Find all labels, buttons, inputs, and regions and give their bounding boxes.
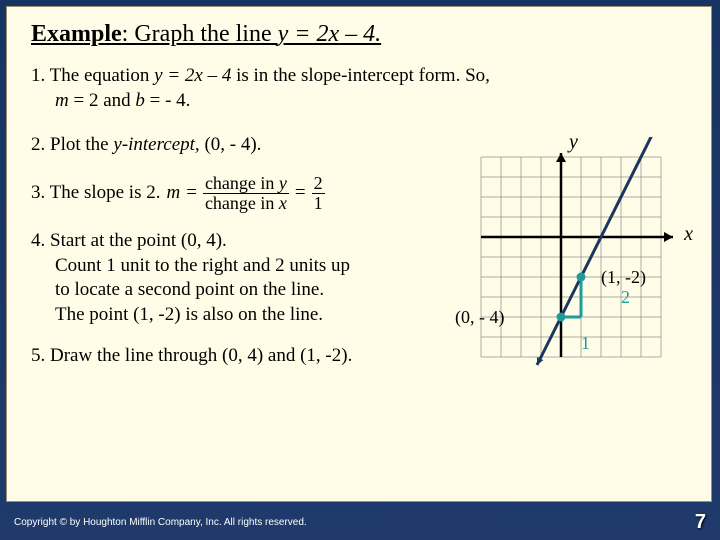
s1form: slope-intercept form. <box>301 65 460 86</box>
frac2-den: 1 <box>312 194 325 213</box>
copyright-text: Copyright © by Houghton Mifflin Company,… <box>14 517 307 528</box>
s1b: is in the <box>231 65 301 86</box>
s1c: So, <box>460 65 490 86</box>
s2c: (0, - 4). <box>204 134 261 155</box>
title-rest: : Graph the line <box>122 21 278 47</box>
s4b: Count 1 unit to the right and 2 units up <box>55 255 350 276</box>
rise-label: 2 <box>621 287 630 308</box>
s3eq: = <box>186 181 197 206</box>
frac-num: change in y <box>203 174 289 194</box>
footer: Copyright © by Houghton Mifflin Company,… <box>0 504 720 540</box>
s4a: 4. Start at the point (0, 4). <box>31 230 227 251</box>
s3eq2: = <box>295 181 306 206</box>
slide-frame: Example: Graph the line y = 2x – 4. 1. T… <box>0 0 720 540</box>
s1mid: = 2 and <box>69 90 136 111</box>
point1-label: (0, - 4) <box>455 307 504 328</box>
step-1: 1. The equation y = 2x – 4 is in the slo… <box>31 64 687 113</box>
slide-body: Example: Graph the line y = 2x – 4. 1. T… <box>6 6 712 502</box>
title-eq: y = 2x – 4. <box>278 21 382 47</box>
s4d: The point (1, -2) is also on the line. <box>55 304 323 325</box>
slope-fraction: change in y change in x <box>203 174 289 213</box>
graph-svg <box>461 137 691 397</box>
s1eq: y = 2x – 4 <box>154 65 231 86</box>
s1m: m <box>55 90 69 111</box>
slide-title: Example: Graph the line y = 2x – 4. <box>31 21 687 48</box>
s1a: 1. The equation <box>31 65 154 86</box>
x-axis-label: x <box>684 223 693 246</box>
slope-value-fraction: 2 1 <box>312 174 325 213</box>
frac2-num: 2 <box>312 174 325 194</box>
s1end: = - 4. <box>145 90 191 111</box>
s3m: m <box>166 181 180 206</box>
s3a: 3. The slope is 2. <box>31 181 160 206</box>
point2-label: (1, -2) <box>601 267 646 288</box>
s2a: 2. Plot the <box>31 134 113 155</box>
y-axis-label: y <box>569 131 578 154</box>
s1bvar: b <box>135 90 145 111</box>
frac-den: change in x <box>203 194 289 213</box>
run-label: 1 <box>581 333 590 354</box>
graph: y x (0, - 4) (1, -2) 2 1 <box>461 137 691 417</box>
page-number: 7 <box>695 511 706 534</box>
s4c: to locate a second point on the line. <box>55 279 324 300</box>
title-prefix: Example <box>31 21 122 47</box>
s2b: y-intercept, <box>113 134 204 155</box>
step-4: 4. Start at the point (0, 4). Count 1 un… <box>31 229 451 328</box>
s5: 5. Draw the line through (0, 4) and (1, … <box>31 345 352 366</box>
